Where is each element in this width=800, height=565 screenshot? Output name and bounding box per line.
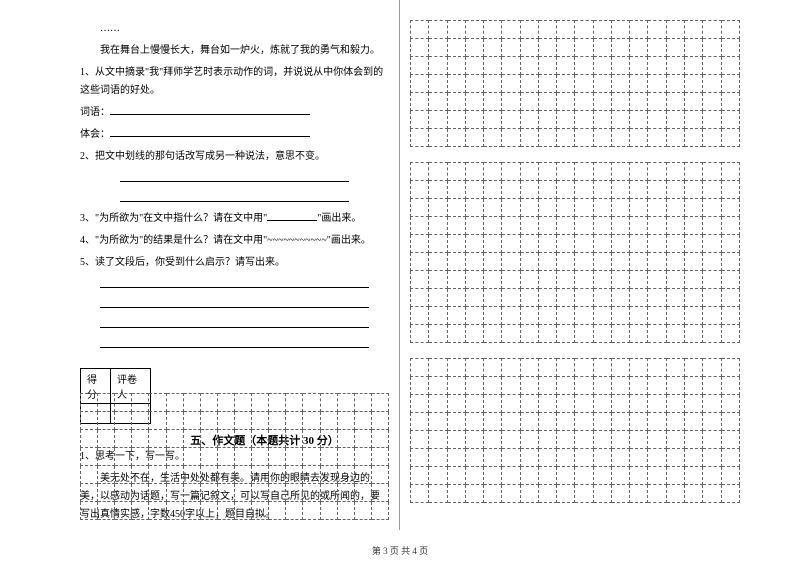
question-2: 2、把文中划线的那句话改写成另一种说法，意思不变。 [80,148,389,166]
answer-line[interactable] [100,276,369,288]
q1-words-label: 词语： [80,107,110,118]
intro-text: 我在舞台上慢慢长大，舞台如一炉火，炼就了我的勇气和毅力。 [80,42,389,60]
blank-input[interactable] [110,127,310,137]
writing-grid-right-2[interactable] [410,162,740,343]
q3-post: "画出来。 [317,213,361,224]
question-1: 1、从文中摘录"我"拜师学艺时表示动作的词，并说说从中你体会到的这些词语的好处。 [80,64,389,100]
answer-line[interactable] [120,170,349,182]
question-4: 4、"为所欲为"的结果是什么？请在文中用"~~~~~~~~~~~"画出来。 [80,232,389,250]
question-5: 5、读了文段后，你受到什么启示？请写出来。 [80,254,389,272]
q3-pre: 3、"为所欲为"在文中指什么？请在文中用" [80,213,267,224]
q1-feel-label: 体会： [80,129,110,140]
answer-line[interactable] [100,316,369,328]
blank-input[interactable] [267,211,317,221]
ellipsis-text: …… [80,20,389,38]
writing-grid-right-1[interactable] [410,20,740,147]
answer-line[interactable] [120,190,349,202]
writing-grid-right-3[interactable] [410,358,740,503]
writing-grid-left[interactable] [80,393,389,520]
q1-words-line: 词语： [80,104,389,122]
q1-feel-line: 体会： [80,126,389,144]
page-footer: 第 3 页 共 4 页 [0,544,800,557]
answer-line[interactable] [100,296,369,308]
answer-line[interactable] [100,336,369,348]
blank-input[interactable] [110,105,310,115]
question-3: 3、"为所欲为"在文中指什么？请在文中用" "画出来。 [80,210,389,228]
